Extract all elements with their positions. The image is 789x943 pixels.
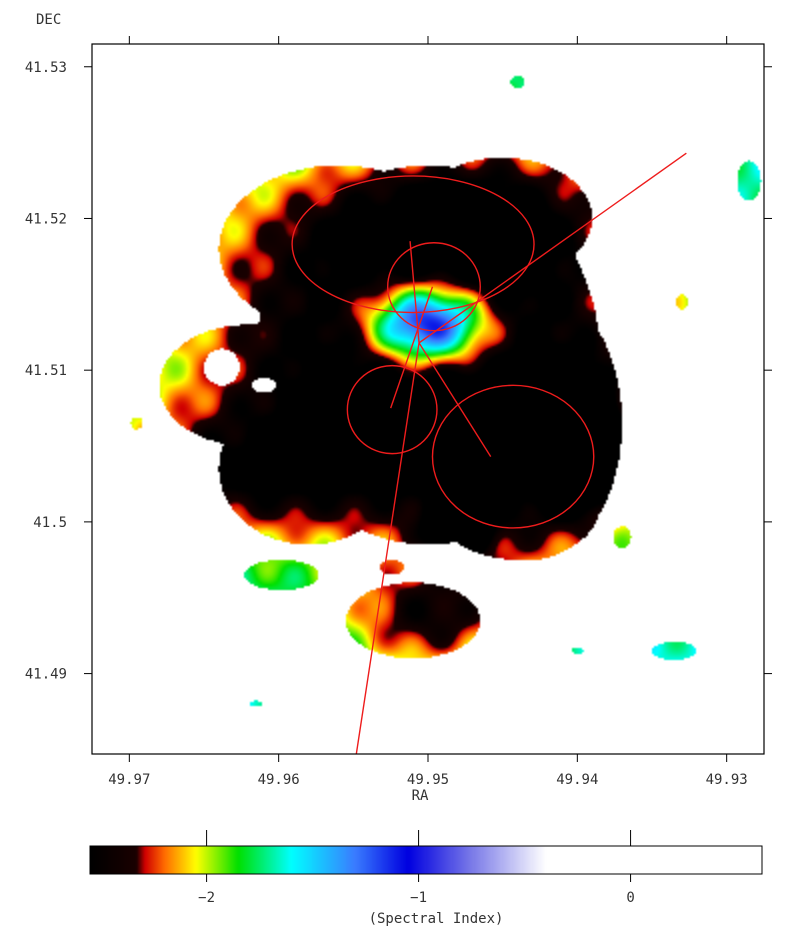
region-line-3 — [418, 342, 492, 458]
x-axis-label: RA — [412, 788, 429, 804]
region-ellipse-2 — [386, 242, 481, 332]
colorbar-tick-label: −1 — [410, 890, 427, 906]
y-axis-label: DEC — [36, 12, 61, 28]
y-tick-label: 41.53 — [25, 60, 67, 76]
region-ellipse-3 — [346, 364, 438, 455]
region-overlay — [291, 152, 687, 754]
region-line-4 — [409, 241, 420, 343]
x-tick-label: 49.96 — [258, 772, 300, 788]
y-tick-label: 41.52 — [25, 211, 67, 227]
colorbar-tick-label: −2 — [198, 890, 215, 906]
x-tick-label: 49.94 — [556, 772, 598, 788]
region-line-2 — [418, 152, 687, 344]
x-tick-label: 49.95 — [407, 772, 449, 788]
colorbar — [90, 846, 762, 874]
y-tick-label: 41.5 — [33, 515, 67, 531]
x-tick-label: 49.93 — [706, 772, 748, 788]
axis-ticks: 49.97 49.96 49.95 49.94 49.93 41.53 41.52 41.51… — [25, 36, 772, 788]
colorbar-ticks: −2 −1 0 — [198, 830, 635, 906]
colorbar-frame — [89, 845, 763, 875]
y-tick-label: 41.51 — [25, 363, 67, 379]
colorbar-label: (Spectral Index) — [369, 911, 504, 927]
region-ellipse-4 — [431, 384, 595, 529]
y-tick-label: 41.49 — [25, 667, 67, 683]
spectral-index-heatmap — [92, 44, 764, 754]
x-tick-label: 49.97 — [108, 772, 150, 788]
region-line-1 — [355, 342, 420, 754]
region-ellipse-1 — [291, 175, 535, 314]
region-line-5 — [390, 286, 434, 409]
colorbar-tick-label: 0 — [626, 890, 634, 906]
